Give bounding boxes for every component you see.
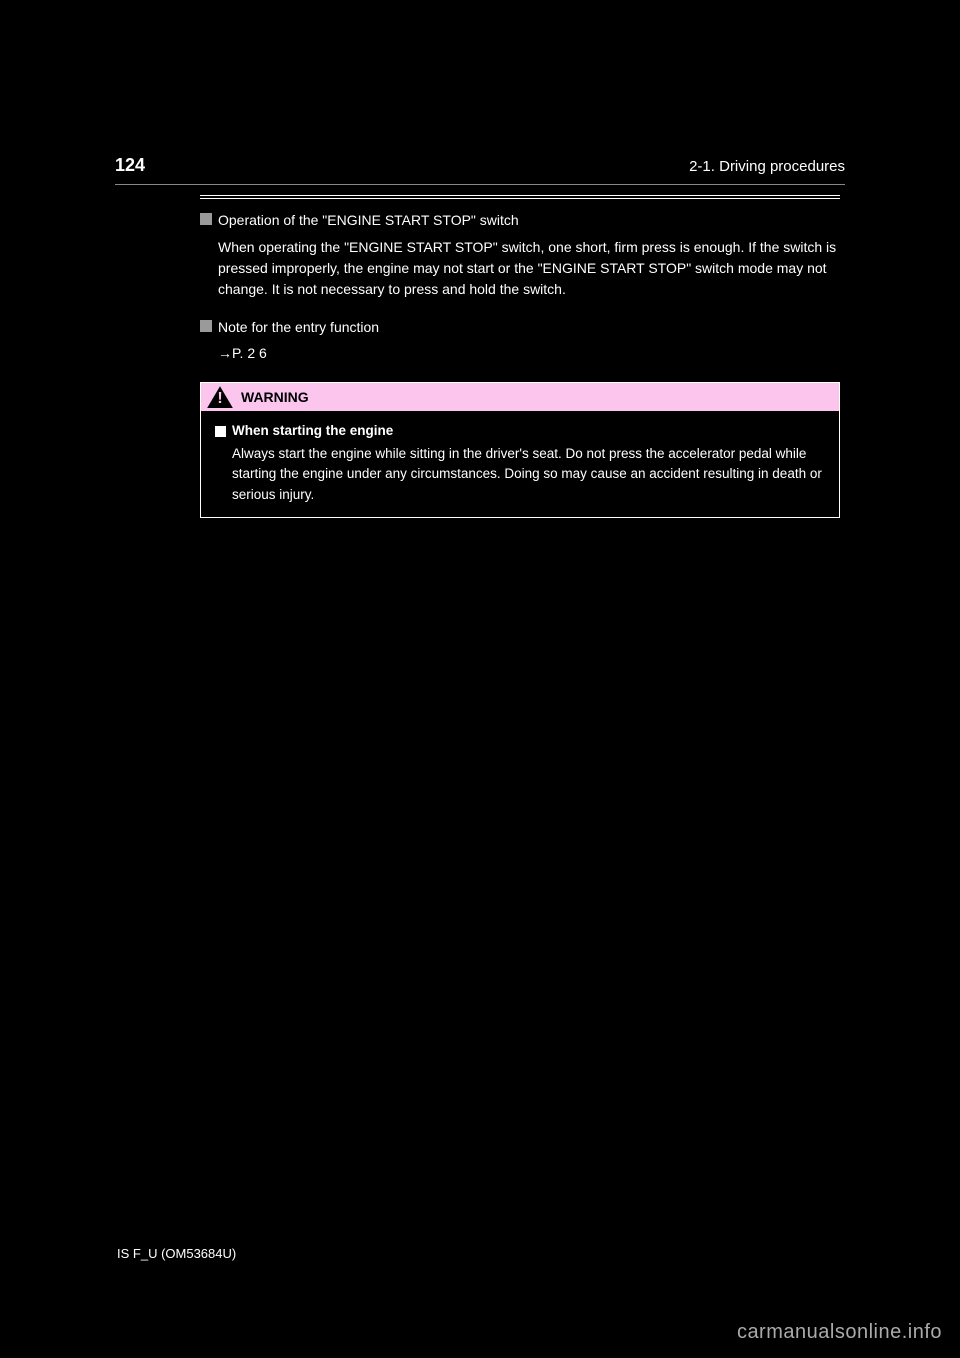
chapter-title: 2-1. Driving procedures xyxy=(689,158,845,175)
page-number: 124 xyxy=(115,155,145,176)
square-bullet-icon xyxy=(200,320,212,332)
warning-box: ! WARNING When starting the engine Alway… xyxy=(200,382,840,518)
warning-body: Always start the engine while sitting in… xyxy=(232,444,825,505)
watermark: carmanualsonline.info xyxy=(737,1321,942,1344)
warning-triangle-icon: ! xyxy=(207,386,233,408)
footer-text: IS F_U (OM53684U) xyxy=(117,1246,236,1261)
section-divider xyxy=(200,195,840,199)
section-body: When operating the "ENGINE START STOP" s… xyxy=(218,237,840,300)
section-item: Note for the entry function →P. 2 6 xyxy=(200,318,840,365)
section-title: Operation of the "ENGINE START STOP" swi… xyxy=(218,211,519,231)
header-divider xyxy=(115,184,845,185)
section-item: Operation of the "ENGINE START STOP" swi… xyxy=(200,211,840,300)
section-title: Note for the entry function xyxy=(218,318,379,338)
warning-label: WARNING xyxy=(241,389,309,405)
exclamation-icon: ! xyxy=(217,390,222,408)
section-header: Note for the entry function xyxy=(200,318,840,338)
warning-header: ! WARNING xyxy=(201,383,839,411)
content-area: Operation of the "ENGINE START STOP" swi… xyxy=(200,195,840,518)
page-header: 124 2-1. Driving procedures xyxy=(115,155,845,176)
page-container: 124 2-1. Driving procedures Operation of… xyxy=(115,155,845,518)
warning-subtitle: When starting the engine xyxy=(215,423,825,438)
warning-content: When starting the engine Always start th… xyxy=(201,411,839,517)
square-bullet-icon xyxy=(200,213,212,225)
warning-subtitle-text: When starting the engine xyxy=(232,423,393,438)
square-bullet-icon xyxy=(215,426,226,437)
section-body: →P. 2 6 xyxy=(218,343,840,364)
section-header: Operation of the "ENGINE START STOP" swi… xyxy=(200,211,840,231)
